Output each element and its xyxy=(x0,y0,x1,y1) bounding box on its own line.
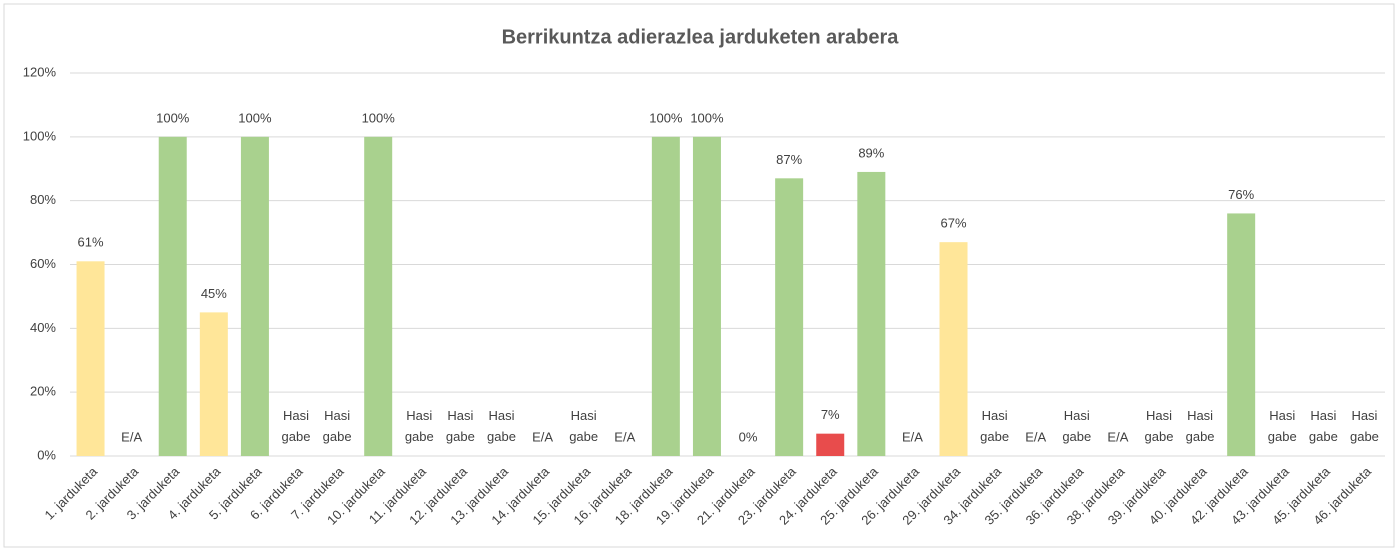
bar xyxy=(240,136,269,457)
data-label: Hasi gabe xyxy=(1268,408,1297,444)
bar xyxy=(158,136,187,457)
chart-title: Berrikuntza adierazlea jarduketen araber… xyxy=(502,26,900,48)
data-label: 100% xyxy=(649,110,683,125)
data-label: Hasi gabe xyxy=(446,408,475,444)
data-label: Hasi gabe xyxy=(323,408,352,444)
bar xyxy=(857,171,886,457)
data-label: Hasi gabe xyxy=(282,408,311,444)
bar xyxy=(364,136,393,457)
bar xyxy=(651,136,680,457)
data-label: E/A xyxy=(532,429,553,444)
y-tick-label: 0% xyxy=(37,447,56,462)
data-label: Hasi gabe xyxy=(1062,408,1091,444)
data-label: E/A xyxy=(1025,429,1046,444)
bar xyxy=(76,261,105,456)
data-label: E/A xyxy=(614,429,635,444)
bar xyxy=(775,178,804,456)
y-tick-label: 20% xyxy=(30,384,56,399)
data-label: Hasi gabe xyxy=(980,408,1009,444)
data-label: 100% xyxy=(362,110,396,125)
data-label: 67% xyxy=(941,216,967,231)
data-label: 100% xyxy=(238,110,272,125)
data-label: 45% xyxy=(201,286,227,301)
data-label: E/A xyxy=(1107,429,1128,444)
data-label: 61% xyxy=(78,235,104,250)
data-label: Hasi gabe xyxy=(569,408,598,444)
data-label: 100% xyxy=(690,110,724,125)
bar xyxy=(1227,213,1256,456)
y-tick-label: 60% xyxy=(30,256,56,271)
bar xyxy=(692,136,721,457)
data-label: 0% xyxy=(739,429,758,444)
y-tick-label: 40% xyxy=(30,320,56,335)
data-label: E/A xyxy=(121,429,142,444)
data-label: Hasi gabe xyxy=(1145,408,1174,444)
bar xyxy=(816,433,845,456)
y-tick-label: 120% xyxy=(23,64,57,79)
data-label: E/A xyxy=(902,429,923,444)
data-label: 87% xyxy=(776,152,802,167)
data-label: 76% xyxy=(1228,187,1254,202)
data-label: Hasi gabe xyxy=(1309,408,1338,444)
y-tick-label: 100% xyxy=(23,128,57,143)
bar xyxy=(199,312,228,456)
data-label: Hasi gabe xyxy=(1350,408,1379,444)
bar xyxy=(939,242,968,456)
y-tick-label: 80% xyxy=(30,192,56,207)
data-label: Hasi gabe xyxy=(1186,408,1215,444)
data-label: Hasi gabe xyxy=(405,408,434,444)
data-label: 100% xyxy=(156,110,190,125)
data-label: Hasi gabe xyxy=(487,408,516,444)
data-label: 89% xyxy=(858,145,884,160)
data-label: 7% xyxy=(821,407,840,422)
